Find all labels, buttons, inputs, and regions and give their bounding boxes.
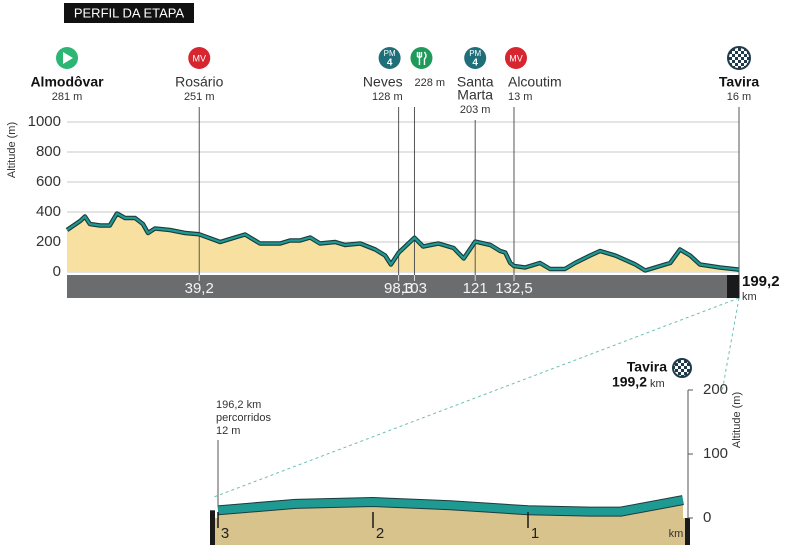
waypoint-name: Marta <box>457 87 493 103</box>
y-tick-label: 1000 <box>28 113 61 130</box>
waypoint-elevation: 203 m <box>460 104 491 116</box>
waypoint-elevation: 251 m <box>184 91 215 103</box>
start-icon <box>63 52 73 64</box>
finish-badge <box>672 358 692 378</box>
start-note: percorridos <box>216 412 272 424</box>
x-tick-label: 132,5 <box>495 280 533 297</box>
waypoint-elevation: 281 m <box>52 91 83 103</box>
zoom-base-left <box>210 510 215 545</box>
x-unit: km <box>742 291 757 303</box>
climb-label: PM <box>469 49 481 58</box>
zoom-base <box>210 518 690 545</box>
start-note: 12 m <box>216 425 240 437</box>
y-tick-label: 600 <box>36 173 61 190</box>
x-tick-label: 3 <box>221 525 229 542</box>
feed-badge <box>410 47 433 69</box>
climb-badge <box>464 47 487 69</box>
y-tick-label: 200 <box>36 233 61 250</box>
finish-name: Tavira <box>627 359 667 375</box>
x-tick-label: 121 <box>463 280 488 297</box>
y-tick-label: 0 <box>53 263 61 280</box>
waypoint-elevation: 128 m <box>372 91 403 103</box>
finish-unit: km <box>650 378 665 390</box>
finish-distance: 199,2 <box>742 273 780 290</box>
feed-icon <box>416 51 427 65</box>
profile-area <box>67 213 739 272</box>
climb-category: 4 <box>387 58 393 69</box>
zoom-base-right <box>685 518 690 545</box>
climb-label: PM <box>384 49 396 58</box>
y-tick-label: 400 <box>36 203 61 220</box>
finish-badge <box>727 46 751 70</box>
waypoint-name: Neves <box>363 74 403 90</box>
finish-cap <box>727 275 739 298</box>
start-note: 196,2 km <box>216 399 261 411</box>
waypoint-name: Santa <box>457 74 494 90</box>
waypoint-name: Almodôvar <box>30 74 104 90</box>
waypoint-elevation: 13 m <box>508 91 532 103</box>
x-tick-label: 1 <box>531 525 539 542</box>
y-tick-label: 200 <box>703 381 728 398</box>
sprint-label: MV <box>192 53 206 63</box>
finish-distance: 199,2 <box>612 374 647 390</box>
waypoint-name: Tavira <box>719 74 759 90</box>
x-tick-label: 98,3 <box>384 280 413 297</box>
y-tick-label: 0 <box>703 509 711 526</box>
y-axis-label: Altitude (m) <box>6 122 18 178</box>
waypoint-name: Alcoutim <box>508 74 562 90</box>
x-tick-label: 39,2 <box>185 280 214 297</box>
waypoint-elevation: 16 m <box>727 91 751 103</box>
zoom-guide <box>213 297 740 498</box>
climb-badge <box>378 47 401 69</box>
x-unit: km <box>669 528 684 540</box>
x-tick-label: 103 <box>402 280 427 297</box>
header-box <box>64 3 194 23</box>
x-tick-label: 2 <box>376 525 384 542</box>
distance-band <box>67 275 739 298</box>
y-tick-label: 100 <box>703 445 728 462</box>
zoom-guide <box>721 297 740 393</box>
climb-category: 4 <box>472 58 478 69</box>
waypoint-name: Rosário <box>175 74 223 90</box>
y-axis-label: Altitude (m) <box>731 392 743 448</box>
zoom-line <box>217 496 684 516</box>
sprint-badge <box>188 47 211 69</box>
header: PERFIL DA ETAPA <box>74 5 185 20</box>
sprint-label: MV <box>509 53 523 63</box>
profile-line <box>66 212 740 272</box>
y-tick-label: 800 <box>36 143 61 160</box>
sprint-badge <box>504 47 527 69</box>
waypoint-elevation: 228 m <box>414 77 445 89</box>
